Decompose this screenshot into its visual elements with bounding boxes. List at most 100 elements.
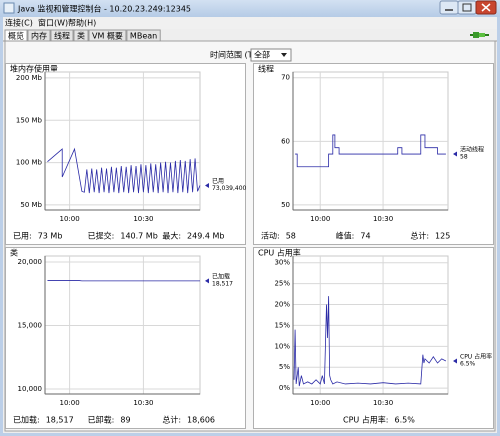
tab[interactable]: VM 概要	[88, 29, 127, 42]
legend-marker	[205, 182, 209, 188]
footer-label: 总计:	[410, 231, 429, 241]
footer-value: 89	[120, 416, 130, 425]
panel-title: 类	[10, 248, 18, 258]
y-tick-label: 50	[281, 201, 290, 209]
panel-title: 线程	[258, 64, 274, 74]
footer-label: 已用:	[13, 232, 32, 241]
time-range-value: 全部	[254, 50, 270, 60]
footer-value: 6.5%	[395, 416, 416, 425]
footer-value: 58	[286, 232, 296, 241]
legend-name: 活动线程	[460, 146, 484, 154]
tab-label: 线程	[54, 31, 70, 41]
data-line	[47, 147, 201, 194]
footer-value: 18,606	[187, 416, 215, 425]
title-bar	[0, 0, 500, 17]
footer-value: 18,517	[46, 416, 74, 425]
footer-label: CPU 占用率:	[343, 415, 389, 425]
tab-background	[73, 29, 89, 42]
y-tick-label: 20%	[274, 301, 290, 309]
y-tick-label: 60	[281, 137, 290, 145]
tab-label: 内存	[31, 31, 47, 41]
panel-title: CPU 占用率	[258, 248, 301, 258]
data-line	[293, 296, 447, 387]
legend-marker	[453, 151, 457, 157]
time-range-label: 时间范围 (T):	[210, 50, 258, 60]
menu-item[interactable]: 帮助(H)	[68, 18, 96, 28]
y-tick-label: 200 Mb	[16, 74, 43, 82]
legend-value: 18,517	[212, 280, 233, 287]
x-tick-label: 10:30	[373, 215, 393, 223]
footer-label: 已提交:	[88, 231, 115, 241]
tab-background	[50, 29, 74, 42]
tab[interactable]: 内存	[27, 29, 51, 42]
plot-area	[44, 71, 201, 211]
legend-value: 6.5%	[460, 360, 476, 367]
y-tick-label: 50 Mb	[20, 201, 42, 209]
tab[interactable]: 线程	[50, 29, 74, 42]
tab-label: 概览	[8, 31, 24, 41]
menu-item[interactable]: 窗口(W)	[38, 18, 68, 28]
window-title: Java 监视和管理控制台 - 10.20.23.249:12345	[17, 4, 191, 14]
y-tick-label: 5%	[279, 363, 290, 371]
data-line	[295, 134, 446, 168]
tab-background	[88, 29, 127, 42]
tab-background	[4, 29, 28, 42]
footer-label: 活动:	[261, 231, 280, 241]
y-tick-label: 15%	[274, 321, 290, 329]
legend-value: 73,039,400	[212, 185, 247, 192]
footer-label: 峰值:	[336, 231, 355, 241]
x-tick-label: 10:30	[133, 215, 153, 223]
y-tick-label: 150 Mb	[16, 116, 43, 124]
footer-value: 125	[435, 232, 450, 241]
y-tick-label: 30%	[274, 259, 290, 267]
tab[interactable]: MBean	[126, 29, 161, 42]
footer-value: 140.7 Mb	[120, 232, 157, 241]
footer-label: 已加载:	[13, 415, 40, 425]
y-tick-label: 15,000	[18, 322, 43, 330]
tab-label: MBean	[130, 32, 157, 41]
x-tick-label: 10:00	[60, 215, 80, 223]
maximize-button[interactable]	[457, 0, 477, 15]
y-tick-label: 25%	[274, 280, 290, 288]
y-tick-label: 70	[281, 74, 290, 82]
tab-label: VM 概要	[92, 31, 123, 41]
footer-value: 73 Mb	[38, 232, 63, 241]
legend-value: 58	[460, 154, 468, 161]
x-tick-label: 10:30	[133, 399, 153, 407]
tab-label: 类	[77, 31, 85, 41]
tab[interactable]: 类	[73, 29, 89, 42]
y-tick-label: 20,000	[18, 258, 43, 266]
legend-name: 已加载	[212, 272, 230, 280]
connection-icon	[470, 32, 489, 38]
footer-value: 249.4 Mb	[187, 232, 224, 241]
y-tick-label: 10,000	[18, 385, 43, 393]
x-tick-label: 10:00	[60, 399, 80, 407]
tab-background	[126, 29, 161, 42]
legend-marker	[205, 278, 209, 284]
tab-background	[27, 29, 51, 42]
panel-title: 堆内存使用量	[10, 64, 58, 74]
menu-bar	[3, 17, 497, 29]
y-tick-label: 0%	[279, 384, 290, 392]
minimize-button[interactable]	[439, 0, 459, 15]
x-tick-label: 10:00	[310, 399, 330, 407]
app-icon	[3, 2, 15, 14]
x-tick-label: 10:30	[373, 399, 393, 407]
footer-label: 总计:	[162, 415, 181, 425]
legend-name: 已用	[212, 178, 224, 185]
y-tick-label: 100 Mb	[16, 159, 43, 167]
time-range-select[interactable]	[250, 48, 292, 62]
y-tick-label: 10%	[274, 342, 290, 350]
legend-marker	[453, 358, 457, 364]
legend-name: CPU 占用率	[460, 352, 492, 360]
tab[interactable]: 概览	[4, 29, 28, 42]
x-tick-label: 10:00	[310, 215, 330, 223]
footer-value: 74	[360, 232, 370, 241]
menu-item[interactable]: 连接(C)	[5, 18, 33, 28]
